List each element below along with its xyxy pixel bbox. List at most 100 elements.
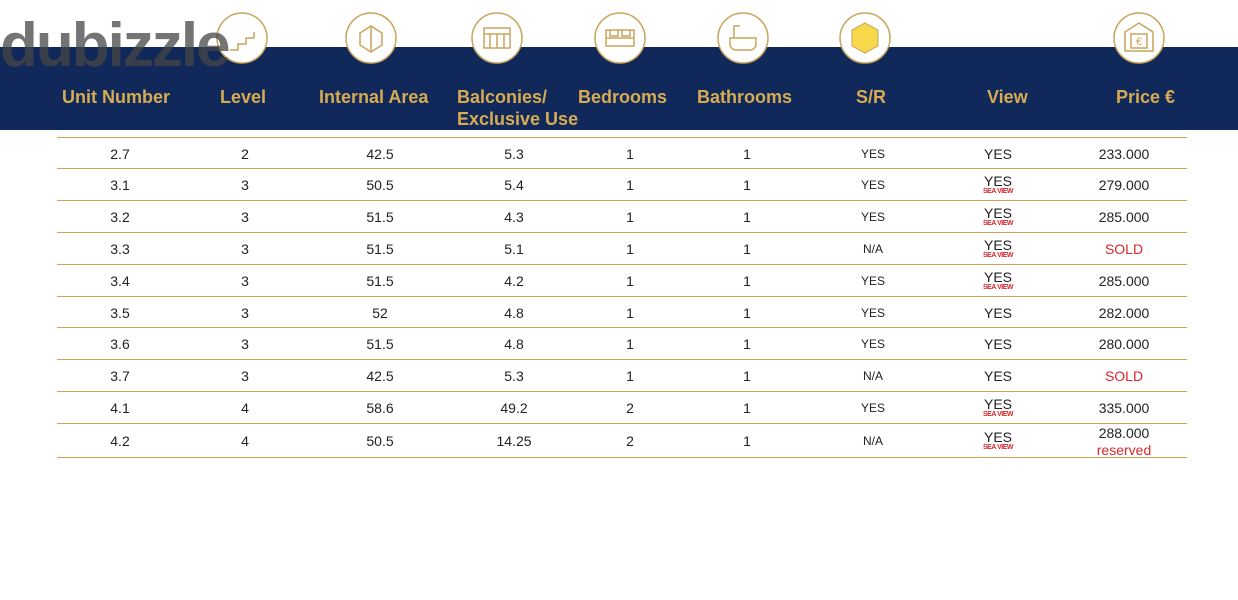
cell: 1 — [743, 241, 751, 257]
cell: 49.2 — [500, 400, 528, 416]
cell: 1 — [743, 145, 751, 162]
column-header: Price € — [1116, 87, 1176, 107]
cell: 3.6 — [110, 336, 130, 352]
row-divider — [57, 423, 1187, 424]
cell: YES — [983, 336, 1013, 352]
cell: 42.5 — [366, 145, 394, 162]
column-header: View — [987, 87, 1028, 107]
svg-text:€: € — [1136, 36, 1142, 48]
cell: YES — [860, 146, 886, 161]
cell: 1 — [626, 368, 634, 384]
cell: 3 — [241, 368, 249, 384]
column-header: Internal Area — [319, 87, 429, 107]
cell: N/A — [862, 242, 884, 256]
cell: 51.5 — [366, 241, 394, 257]
cell: 4.1 — [110, 400, 130, 416]
cell: 3.2 — [110, 209, 130, 225]
cell: YES — [983, 368, 1013, 384]
cell: 3 — [241, 209, 249, 225]
cell: 50.5 — [366, 177, 394, 193]
cell: 279.000 — [1098, 177, 1150, 193]
row-divider — [57, 327, 1187, 328]
cell: 4.3 — [504, 209, 524, 225]
cell: YES — [983, 205, 1013, 221]
watermark: dubizzle — [0, 11, 231, 80]
cell: 5.3 — [504, 145, 524, 162]
cell: 1 — [626, 209, 634, 225]
view-note: SEA VIEW — [983, 252, 1013, 259]
row-divider — [57, 391, 1187, 392]
cell: 4.2 — [110, 433, 130, 449]
cell: YES — [860, 337, 886, 351]
cell: 5.3 — [504, 368, 524, 384]
cell: YES — [860, 210, 886, 224]
cell: 3.7 — [110, 368, 130, 384]
row-divider — [57, 264, 1187, 265]
row-divider — [57, 457, 1187, 458]
cell: 3 — [241, 304, 249, 321]
cell: 1 — [743, 400, 751, 416]
cell: YES — [983, 237, 1013, 253]
row-divider — [57, 168, 1187, 169]
row-divider — [57, 232, 1187, 233]
row-divider — [57, 359, 1187, 360]
cell: 4 — [241, 400, 249, 416]
price-note: reserved — [1096, 442, 1152, 458]
cell: 1 — [743, 273, 751, 289]
cell: YES — [860, 178, 886, 192]
cell: 1 — [743, 368, 751, 384]
icons: € — [216, 12, 1165, 64]
cell: 51.5 — [366, 209, 394, 225]
cell: 1 — [743, 336, 751, 352]
cell: N/A — [862, 369, 884, 383]
cell: YES — [860, 401, 886, 415]
cell: 1 — [626, 177, 634, 193]
cell: YES — [983, 145, 1013, 162]
cell: 3 — [241, 336, 249, 352]
cell: 3.4 — [110, 273, 130, 289]
cell: 14.25 — [496, 433, 532, 449]
cell: 335.000 — [1098, 400, 1150, 416]
column-header: Level — [220, 87, 267, 107]
cell: 1 — [626, 304, 634, 321]
cell: YES — [860, 274, 886, 288]
cell: 288.000 — [1098, 425, 1150, 441]
cell: 2.7 — [110, 145, 130, 162]
cell: YES — [983, 396, 1013, 412]
cell: 3 — [241, 273, 249, 289]
column-header: S/R — [856, 87, 887, 107]
view-note: SEA VIEW — [983, 188, 1013, 195]
cell: 5.1 — [504, 241, 524, 257]
view-note: SEA VIEW — [983, 411, 1013, 418]
cell: 1 — [743, 304, 751, 321]
cell: 3 — [241, 241, 249, 257]
cell: 282.000 — [1098, 304, 1150, 321]
cell: 4 — [241, 433, 249, 449]
cell: 3.3 — [110, 241, 130, 257]
cell: YES — [983, 304, 1013, 321]
cell: YES — [983, 269, 1013, 285]
cell: 2 — [626, 400, 634, 416]
row-divider — [57, 296, 1187, 297]
view-note: SEA VIEW — [983, 220, 1013, 227]
cell: 51.5 — [366, 273, 394, 289]
cell: 3.1 — [110, 177, 130, 193]
cell: 2 — [241, 145, 249, 162]
view-note: SEA VIEW — [983, 444, 1013, 451]
column-header: Bathrooms — [697, 87, 793, 107]
cell: YES — [860, 305, 886, 320]
cell: 58.6 — [366, 400, 394, 416]
cell: 3 — [241, 177, 249, 193]
cell: 4.2 — [504, 273, 524, 289]
cell: 1 — [626, 241, 634, 257]
cell: 42.5 — [366, 368, 394, 384]
cell: 1 — [743, 177, 751, 193]
cell: 5.4 — [504, 177, 524, 193]
cell: 1 — [743, 433, 751, 449]
cell: 4.8 — [504, 304, 524, 321]
cell: 50.5 — [366, 433, 394, 449]
row-divider — [57, 200, 1187, 201]
cell: SOLD — [1104, 368, 1144, 384]
cell: 51.5 — [366, 336, 394, 352]
